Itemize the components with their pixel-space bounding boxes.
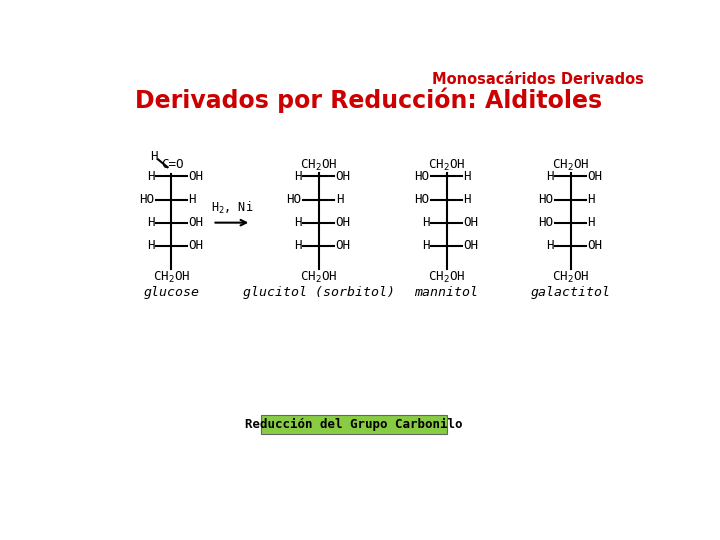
Text: CH$_2$OH: CH$_2$OH xyxy=(428,271,465,286)
Text: H: H xyxy=(588,216,595,229)
Text: HO: HO xyxy=(539,216,554,229)
Text: H: H xyxy=(336,193,343,206)
Text: HO: HO xyxy=(539,193,554,206)
Text: H: H xyxy=(147,239,154,252)
Text: OH: OH xyxy=(189,239,204,252)
Text: OH: OH xyxy=(588,239,603,252)
Text: OH: OH xyxy=(336,239,351,252)
Text: Monosacáridos Derivados: Monosacáridos Derivados xyxy=(432,72,644,87)
FancyBboxPatch shape xyxy=(261,415,446,434)
Text: CH$_2$OH: CH$_2$OH xyxy=(153,271,190,286)
Text: CH$_2$OH: CH$_2$OH xyxy=(300,158,337,173)
Text: galactitol: galactitol xyxy=(531,286,611,299)
Text: H: H xyxy=(546,170,554,183)
Text: H: H xyxy=(147,216,154,229)
Text: CH$_2$OH: CH$_2$OH xyxy=(428,158,465,173)
Text: OH: OH xyxy=(336,216,351,229)
Text: H: H xyxy=(294,239,302,252)
Text: glucose: glucose xyxy=(143,286,199,299)
Text: Derivados por Reducción: Alditoles: Derivados por Reducción: Alditoles xyxy=(135,88,603,113)
Text: HO: HO xyxy=(287,193,302,206)
Text: OH: OH xyxy=(588,170,603,183)
Text: CH$_2$OH: CH$_2$OH xyxy=(300,271,337,286)
Text: CH$_2$OH: CH$_2$OH xyxy=(552,271,589,286)
Text: H: H xyxy=(546,239,554,252)
Text: H: H xyxy=(464,193,471,206)
Text: H: H xyxy=(422,239,429,252)
Text: H: H xyxy=(464,170,471,183)
Text: H$_2$, Ni: H$_2$, Ni xyxy=(211,200,253,217)
Text: OH: OH xyxy=(464,216,479,229)
Text: OH: OH xyxy=(189,170,204,183)
Text: Reducción del Grupo Carbonilo: Reducción del Grupo Carbonilo xyxy=(245,418,462,431)
Text: HO: HO xyxy=(140,193,154,206)
Text: H: H xyxy=(588,193,595,206)
Text: HO: HO xyxy=(415,170,429,183)
Text: mannitol: mannitol xyxy=(415,286,479,299)
Text: glucitol (sorbitol): glucitol (sorbitol) xyxy=(243,286,395,299)
Text: CH$_2$OH: CH$_2$OH xyxy=(552,158,589,173)
Text: HO: HO xyxy=(415,193,429,206)
Text: H: H xyxy=(150,150,158,163)
Text: OH: OH xyxy=(189,216,204,229)
Text: OH: OH xyxy=(336,170,351,183)
Text: H: H xyxy=(294,216,302,229)
Text: C=O: C=O xyxy=(161,158,184,171)
Text: H: H xyxy=(189,193,196,206)
Text: H: H xyxy=(147,170,154,183)
Text: H: H xyxy=(294,170,302,183)
Text: OH: OH xyxy=(464,239,479,252)
Text: H: H xyxy=(422,216,429,229)
